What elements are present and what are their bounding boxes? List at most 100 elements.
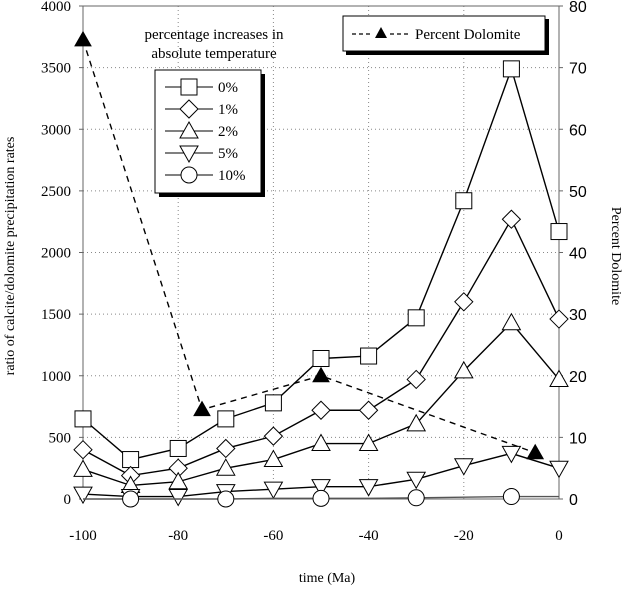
data-point xyxy=(358,400,379,420)
legend-dolomite-marker xyxy=(375,27,387,38)
y2-tick-label: 0 xyxy=(569,492,578,509)
data-point xyxy=(549,309,569,329)
legend-dolomite: Percent Dolomite xyxy=(342,15,549,55)
data-point xyxy=(453,360,474,379)
legend-label: 1% xyxy=(218,102,238,118)
data-point xyxy=(501,312,522,331)
data-point xyxy=(312,366,330,383)
data-point xyxy=(168,471,189,490)
legend-title-line-1: percentage increases in xyxy=(144,27,284,43)
y-tick-label: 3500 xyxy=(41,61,71,77)
data-point xyxy=(74,30,92,47)
data-point xyxy=(193,400,211,417)
series-layer xyxy=(73,30,569,508)
data-point xyxy=(406,471,427,490)
legend: 0% 1% 2% 5% 10% xyxy=(154,69,265,197)
x-tick-label: -80 xyxy=(168,528,188,544)
data-point xyxy=(454,292,474,312)
data-point xyxy=(526,443,545,460)
data-point xyxy=(312,489,330,507)
series-line xyxy=(82,39,536,454)
data-point xyxy=(217,410,235,428)
data-point xyxy=(311,400,331,420)
y2-tick-label: 70 xyxy=(569,61,587,78)
data-point xyxy=(216,438,236,459)
legend-dolomite-label: Percent Dolomite xyxy=(415,27,521,43)
y-tick-label: 4000 xyxy=(41,0,71,15)
data-point xyxy=(263,449,284,468)
data-point xyxy=(311,479,331,497)
y2-tick-label: 40 xyxy=(569,246,587,263)
y2-tick-label: 10 xyxy=(569,430,587,447)
grid xyxy=(83,6,559,499)
data-point xyxy=(74,410,92,428)
data-point xyxy=(501,445,522,464)
x-tick-label: 0 xyxy=(555,528,563,544)
data-point xyxy=(406,413,427,432)
y2-tick-label: 60 xyxy=(569,122,587,139)
data-point xyxy=(406,369,426,390)
series-1- xyxy=(73,209,569,486)
data-point xyxy=(358,433,379,452)
y-tick-label: 1500 xyxy=(41,307,71,323)
data-point xyxy=(311,433,331,452)
legend-title-line-2: absolute temperature xyxy=(151,46,277,62)
data-point xyxy=(501,209,522,229)
series-5- xyxy=(73,445,569,507)
legend-dolomite-box xyxy=(342,15,546,52)
legend-marker xyxy=(179,120,199,139)
legend-marker xyxy=(180,78,198,96)
y-tick-label: 2000 xyxy=(41,246,71,262)
legend-label: 10% xyxy=(218,168,246,184)
data-point xyxy=(122,451,140,469)
y-tick-label: 500 xyxy=(49,430,72,446)
series-10- xyxy=(83,488,559,508)
legend-label: 5% xyxy=(218,146,238,162)
data-point xyxy=(73,486,93,505)
data-point xyxy=(549,460,569,479)
y2-tick-label: 50 xyxy=(569,184,587,201)
y-tick-label: 1000 xyxy=(41,369,71,385)
x-tick-label: -60 xyxy=(263,528,283,544)
x-axis-label: time (Ma) xyxy=(299,571,356,586)
y-axis-label: ratio of calcite/dolomite precipitation … xyxy=(3,137,18,376)
x-axis-ticks: -100 -80 -60 -40 -20 0 xyxy=(69,528,563,544)
legend-marker xyxy=(179,99,199,119)
y2-tick-label: 20 xyxy=(569,369,587,386)
data-point xyxy=(502,60,520,78)
data-point xyxy=(312,349,330,367)
data-point xyxy=(73,459,93,477)
series-2- xyxy=(73,312,569,493)
data-point xyxy=(358,479,379,497)
data-point xyxy=(169,439,187,457)
data-point xyxy=(263,426,284,446)
data-point xyxy=(215,458,236,476)
data-point xyxy=(453,458,474,476)
data-point xyxy=(168,489,189,507)
legend-label: 0% xyxy=(218,80,238,96)
x-tick-label: -20 xyxy=(454,528,474,544)
y-tick-label: 0 xyxy=(64,492,72,508)
data-point xyxy=(502,488,520,506)
y2-tick-label: 30 xyxy=(569,307,587,324)
data-point xyxy=(407,309,425,327)
data-point xyxy=(122,490,140,508)
y2-axis-label: Percent Dolomite xyxy=(608,207,623,305)
data-point xyxy=(73,439,93,460)
y2-axis-ticks: 0 10 20 30 40 50 60 70 80 xyxy=(559,0,587,509)
data-point xyxy=(217,490,235,508)
series-percent-dolomite xyxy=(74,30,545,460)
data-point xyxy=(360,347,378,365)
data-point xyxy=(549,369,569,387)
data-point xyxy=(264,394,282,412)
data-point xyxy=(550,223,568,241)
series-0- xyxy=(74,60,568,469)
y2-tick-label: 80 xyxy=(569,0,587,16)
x-tick-label: -40 xyxy=(359,528,379,544)
data-point xyxy=(407,489,425,507)
legend-marker xyxy=(180,166,198,184)
data-point xyxy=(263,481,284,500)
legend-label: 2% xyxy=(218,124,238,140)
x-tick-label: -100 xyxy=(69,528,97,544)
